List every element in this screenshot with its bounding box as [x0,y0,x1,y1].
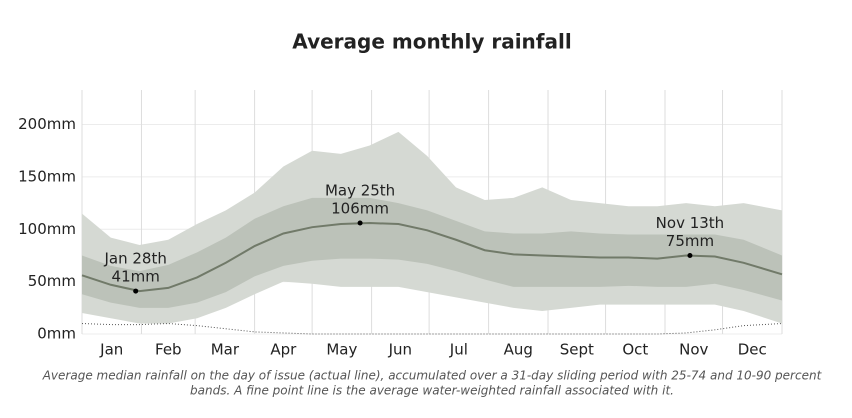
x-tick-label: May [326,341,357,359]
band [82,197,782,308]
x-tick-label: Dec [738,341,767,359]
x-tick-label: Jun [388,341,412,359]
caption: bands. A fine point line is the average … [190,384,674,398]
annotation-value: 75mm [666,232,714,250]
annotation-label: Nov 13th [656,214,725,232]
x-tick-label: Jan [99,341,123,359]
annotation-dot [133,288,139,294]
y-tick-label: 150mm [18,167,76,185]
annotation-label: May 25th [325,181,395,199]
annotation-value: 106mm [331,199,389,217]
annotation-value: 41mm [112,268,160,286]
x-tick-label: Mar [211,341,240,359]
y-tick-label: 50mm [28,272,76,290]
x-tick-label: Jul [449,341,468,359]
x-tick-label: Apr [270,341,297,359]
fine-line [81,323,783,335]
annotation-label: Jan 28th [104,250,167,268]
x-tick-label: Nov [679,341,708,359]
y-tick-label: 200mm [18,115,76,133]
y-tick-label: 0mm [37,325,76,343]
x-tick-label: Aug [504,341,533,359]
x-tick-label: Sept [560,341,594,359]
annotation-dot [357,220,363,226]
caption: Average median rainfall on the day of is… [42,369,823,383]
median-line [81,221,783,293]
x-tick-label: Feb [155,341,182,359]
y-tick-label: 100mm [18,220,76,238]
x-tick-label: Oct [622,341,648,359]
chart-title: Average monthly rainfall [292,30,571,54]
annotation-dot [687,252,693,258]
